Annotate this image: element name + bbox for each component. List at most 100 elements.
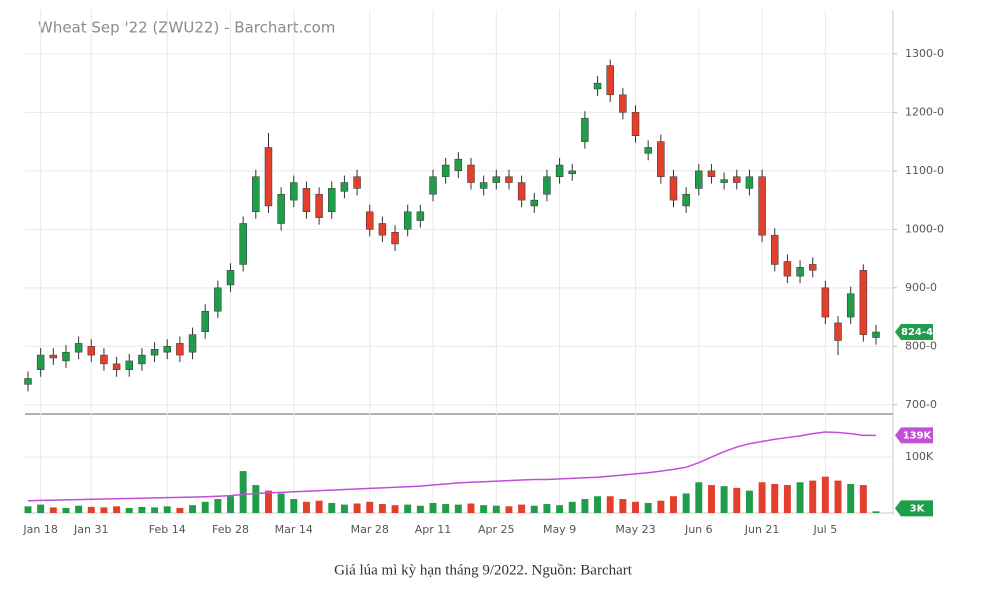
candle-body [859,270,868,335]
candle-body [467,164,475,183]
y-tick-label: 1000-0 [905,222,944,235]
volume-bar [429,502,437,513]
y-tick-label: 1300-0 [905,47,944,60]
candle-body [138,354,146,365]
volume-bar [695,482,703,513]
volume-bar [442,504,450,513]
volume-bar [644,502,652,513]
volume-tick-label: 100K [905,450,934,463]
volume-bar [682,493,690,513]
volume-bar [518,504,526,513]
candle-body [302,188,311,213]
volume-bar [404,504,412,513]
volume-bar [505,506,513,513]
volume-bar [113,506,121,513]
volume-bar [24,506,32,513]
candle-body [568,170,576,175]
candle-body [36,354,45,370]
volume-bar [366,501,374,513]
volume-bar [378,504,386,513]
volume-bar [530,505,538,513]
volume-bar [252,485,260,513]
candle-body [733,176,741,183]
last-price-box [895,323,933,340]
volume-bar [619,499,627,513]
candle-body [543,176,551,195]
volume-ma-label: 139K [903,430,933,441]
volume-bar [467,503,475,513]
candle-body [125,360,133,370]
candle-body [188,334,197,353]
caption: Giá lúa mì kỳ hạn tháng 9/2022. Nguồn: B… [334,562,633,578]
candle-body [808,264,817,271]
candle-body [707,170,716,177]
volume-bar [151,507,159,513]
volume-bar [302,501,310,513]
volume-bar [783,485,791,513]
candle-body [100,354,108,365]
volume-bar [670,496,677,513]
volume-bar [163,506,171,513]
candle-body [669,176,678,201]
candle-body [479,182,488,189]
candle-body [657,141,665,177]
candle-body [492,176,501,183]
volume-bar [556,505,564,513]
volume-bar [594,496,602,513]
volume-bar [328,502,336,513]
volume-bar [581,499,589,513]
x-tick-label: Jul 5 [812,523,837,536]
volume-bar [859,485,867,513]
candle-body [619,94,627,113]
candle-body [796,267,804,277]
candle-body [353,176,361,189]
volume-bar [707,485,715,513]
volume-bar [391,505,399,513]
volume-bar [606,496,614,513]
volume-bar [277,493,285,513]
candle-body [695,170,703,189]
candle-body [644,147,652,154]
candle-body [821,287,830,318]
volume-bar [315,500,323,513]
volume-bar [657,500,665,513]
last-volume-box [895,500,933,517]
y-tick-label: 900-0 [905,281,937,294]
candle-body [555,164,564,177]
candle-body [429,176,437,195]
volume-bar [733,487,741,513]
volume-bar [872,511,880,513]
candle-body [378,223,387,236]
candle-body [366,211,374,230]
volume-bar [720,486,728,513]
candle-body [606,65,614,96]
volume-bar [239,471,247,513]
candle-body [49,354,58,359]
candle-body [176,343,184,356]
candle-body [682,193,690,207]
volume-bar [125,507,133,513]
volume-bar [49,507,57,513]
volume-bar [176,507,184,513]
candle-body [277,193,285,224]
volume-bar [543,504,551,513]
candle-body [720,179,728,183]
volume-bar [416,505,424,513]
candle-body [315,193,323,218]
candle-body [214,287,222,312]
candle-body [581,117,589,142]
candle-body [201,310,209,332]
candle-body [264,147,273,207]
x-tick-label: May 23 [615,523,655,536]
volume-bar [340,504,348,513]
candle-body [834,322,842,341]
candle-body [454,158,463,172]
volume-bar [138,506,146,513]
volume-ma-line [27,431,876,502]
candle-body [846,293,855,318]
x-tick-label: Jan 18 [22,523,57,536]
y-tick-label: 800-0 [905,339,937,352]
x-tick-label: Jan 31 [73,523,108,536]
volume-bar [745,490,753,513]
